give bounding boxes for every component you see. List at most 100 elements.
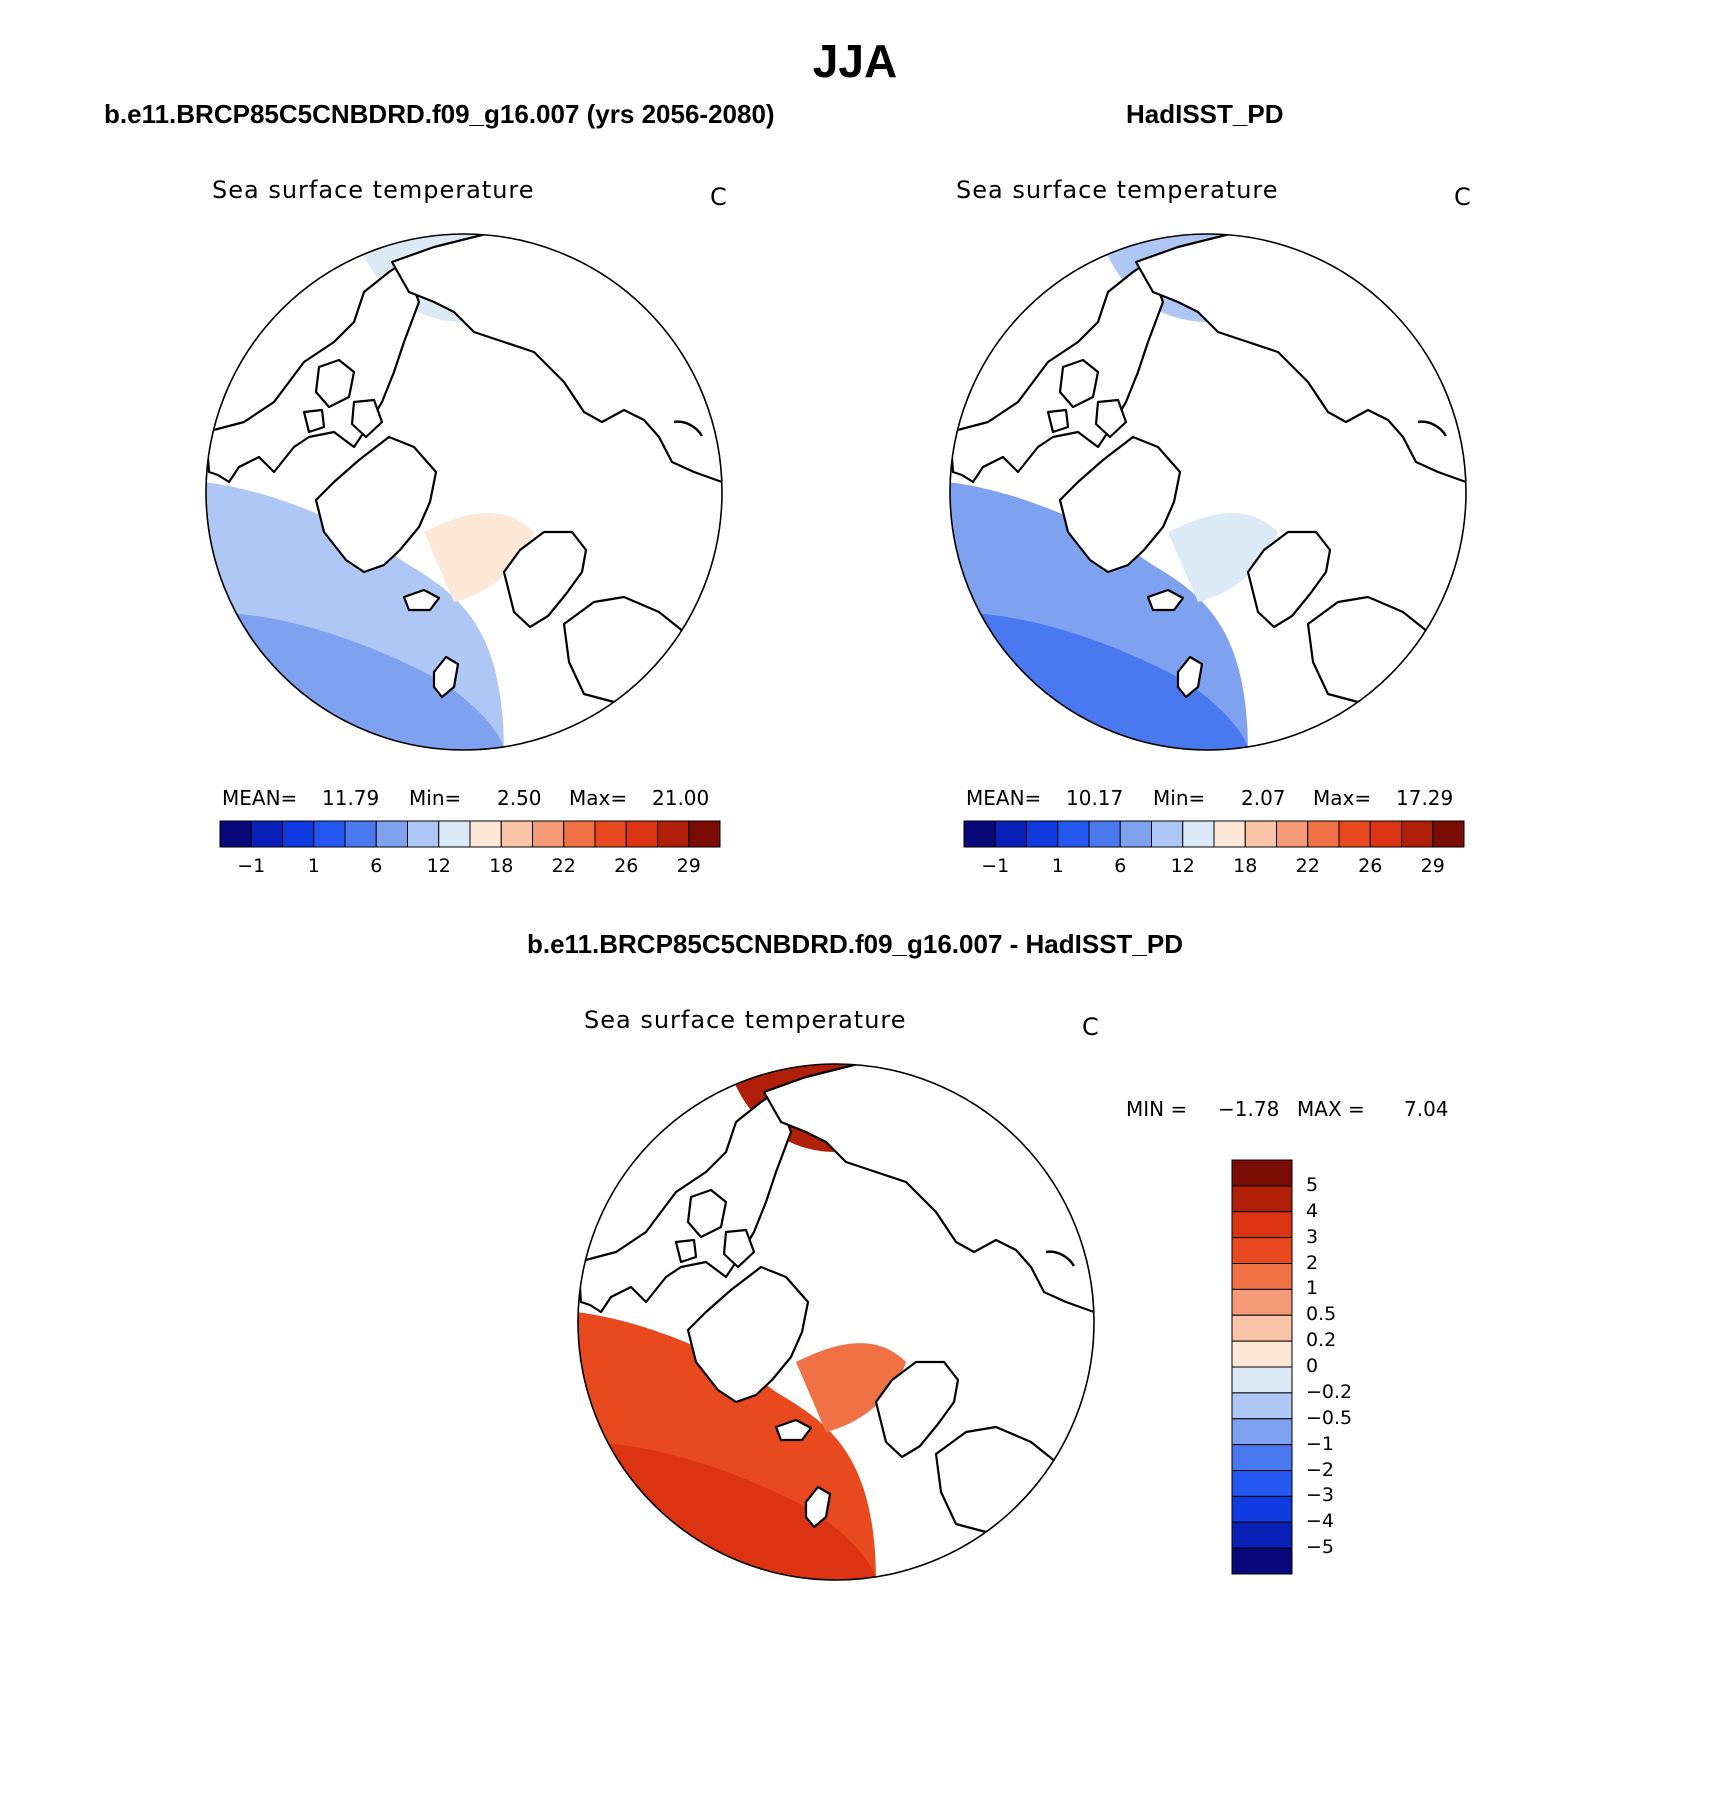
- panel3-nordic-band: [796, 1343, 906, 1432]
- panel3-min-value: −1.78: [1218, 1097, 1280, 1121]
- panel2-colorbar: [963, 820, 1465, 848]
- panel3-colorbar-tick: −4: [1306, 1510, 1335, 1533]
- panel1-colorbar-tick: 29: [676, 855, 701, 877]
- panel2-colorbar-tick: 29: [1420, 855, 1445, 877]
- panel2-colorbar-box: [1369, 820, 1402, 848]
- panel1-colorbar-box: [250, 820, 283, 848]
- panel1-colorbar-tick: 6: [370, 855, 383, 877]
- panel1-mean-label: MEAN=: [222, 786, 298, 810]
- panel1-polar-map: [205, 233, 723, 751]
- panel1-land-6: [502, 530, 588, 629]
- panel3-max-value: 7.04: [1404, 1097, 1449, 1121]
- panel1-colorbar-box: [282, 820, 315, 848]
- panel2-mean-label: MEAN=: [966, 786, 1042, 810]
- panel2-colorbar-box: [1119, 820, 1152, 848]
- panel2-colorbar-box: [1338, 820, 1371, 848]
- panel3-colorbar-tick: 0.2: [1306, 1329, 1337, 1352]
- panel3-land-4: [686, 1265, 810, 1404]
- panel3-max-label: MAX =: [1297, 1097, 1365, 1121]
- panel2-land-2: [1094, 398, 1128, 439]
- panel1-colorbar-tick: 12: [426, 855, 451, 877]
- panel1-colorbar-box: [688, 820, 721, 848]
- panel1-colorbar-box: [469, 820, 502, 848]
- panel2-max-value: 17.29: [1396, 786, 1454, 810]
- panel1-colorbar: [219, 820, 721, 848]
- panel2-min-value: 2.07: [1241, 786, 1286, 810]
- panel3-title: b.e11.BRCP85C5CNBDRD.f09_g16.007 - HadIS…: [526, 929, 1184, 959]
- panel2-land-8: [1146, 588, 1185, 612]
- panel3-colorbar-box: [1231, 1288, 1293, 1316]
- panel1-colorbar-box: [219, 820, 252, 848]
- panel2-colorbar-box: [1307, 820, 1340, 848]
- panel3-colorbar-box: [1231, 1495, 1293, 1523]
- panel2-island: [1417, 420, 1448, 437]
- panel3-colorbar-tick: 0: [1306, 1355, 1319, 1377]
- panel3-min-label: MIN =: [1126, 1097, 1188, 1121]
- panel3-land-8: [774, 1418, 813, 1442]
- panel1-colorbar-box: [500, 820, 533, 848]
- panel1-colorbar-box: [625, 820, 658, 848]
- panel1-colorbar-box: [657, 820, 690, 848]
- panel3-map-border: [577, 1063, 1095, 1581]
- panel3-colorbar-tick: 2: [1306, 1251, 1319, 1274]
- panel1-island: [673, 420, 704, 437]
- panel1-max-value: 21.00: [652, 786, 710, 810]
- panel1-min-value: 2.50: [497, 786, 542, 810]
- panel3-colorbar-box: [1231, 1392, 1293, 1420]
- panel2-colorbar-tick: 6: [1114, 855, 1127, 877]
- panel2-land-4: [1058, 435, 1182, 574]
- panel1-units-label: C: [710, 183, 728, 211]
- panel2-colorbar-box: [1213, 820, 1246, 848]
- panel3-colorbar-box: [1231, 1185, 1293, 1213]
- panel3-colorbar-tick: −2: [1306, 1458, 1335, 1481]
- panel2-land-3: [1046, 408, 1070, 434]
- panel3-colorbar-box: [1231, 1470, 1293, 1497]
- panel3-colorbar-tick: 0.5: [1306, 1303, 1337, 1326]
- panel2-map-border: [949, 233, 1467, 751]
- panel1-land-9: [432, 655, 460, 699]
- panel3-units-label: C: [1082, 1013, 1100, 1041]
- panel1-colorbar-box: [375, 820, 408, 848]
- panel2-variable-label: Sea surface temperature: [956, 176, 1279, 204]
- panel2-units-label: C: [1454, 183, 1472, 211]
- panel2-colorbar-box: [1026, 820, 1059, 848]
- panel1-land-3: [302, 408, 326, 434]
- panel2-land-6: [1246, 530, 1332, 629]
- panel2-colorbar-box: [994, 820, 1027, 848]
- panel3-colorbar-box: [1231, 1521, 1293, 1549]
- panel3-colorbar-tick: −5: [1306, 1536, 1335, 1559]
- panel1-land-2: [350, 398, 384, 439]
- panel2-title: HadISST_PD: [1126, 99, 1284, 129]
- panel2-colorbar-box: [1057, 820, 1090, 848]
- panel1-colorbar-tick: 26: [614, 855, 639, 877]
- panel3-land-9: [804, 1485, 832, 1529]
- panel3-colorbar-box: [1231, 1366, 1293, 1394]
- panel2-colorbar-tick: −1: [981, 855, 1010, 877]
- panel3-colorbar-box: [1231, 1211, 1293, 1239]
- panel2-max-label: Max=: [1313, 786, 1372, 810]
- panel3-land-1: [686, 1188, 728, 1239]
- panel3-polar-map: [577, 1063, 1095, 1581]
- panel3-variable-label: Sea surface temperature: [584, 1006, 907, 1034]
- panel2-colorbar-box: [1244, 820, 1277, 848]
- panel1-land-4: [314, 435, 438, 574]
- panel1-colorbar-box: [438, 820, 471, 848]
- panel2-colorbar-tick: 18: [1233, 855, 1258, 877]
- panel2-nordic-band: [1168, 513, 1278, 602]
- panel3-colorbar-tick: −0.2: [1306, 1380, 1353, 1403]
- panel3-land-3: [674, 1238, 698, 1264]
- panel3-field: [578, 1064, 1094, 1580]
- panel1-max-label: Max=: [569, 786, 628, 810]
- panel1-colorbar-box: [532, 820, 565, 848]
- panel1-colorbar-box: [344, 820, 377, 848]
- panel3-land-6: [874, 1360, 960, 1459]
- panel3-colorbar-box: [1231, 1159, 1293, 1187]
- panel1-map-border: [205, 233, 723, 751]
- panel1-colorbar-box: [563, 820, 596, 848]
- panel3-colorbar-tick: −1: [1306, 1432, 1335, 1455]
- panel3-colorbar: [1231, 1159, 1293, 1575]
- panel3-colorbar-box: [1231, 1444, 1293, 1471]
- panel2-field: [950, 234, 1466, 750]
- panel3-colorbar-box: [1231, 1263, 1293, 1290]
- panel1-min-label: Min=: [409, 786, 462, 810]
